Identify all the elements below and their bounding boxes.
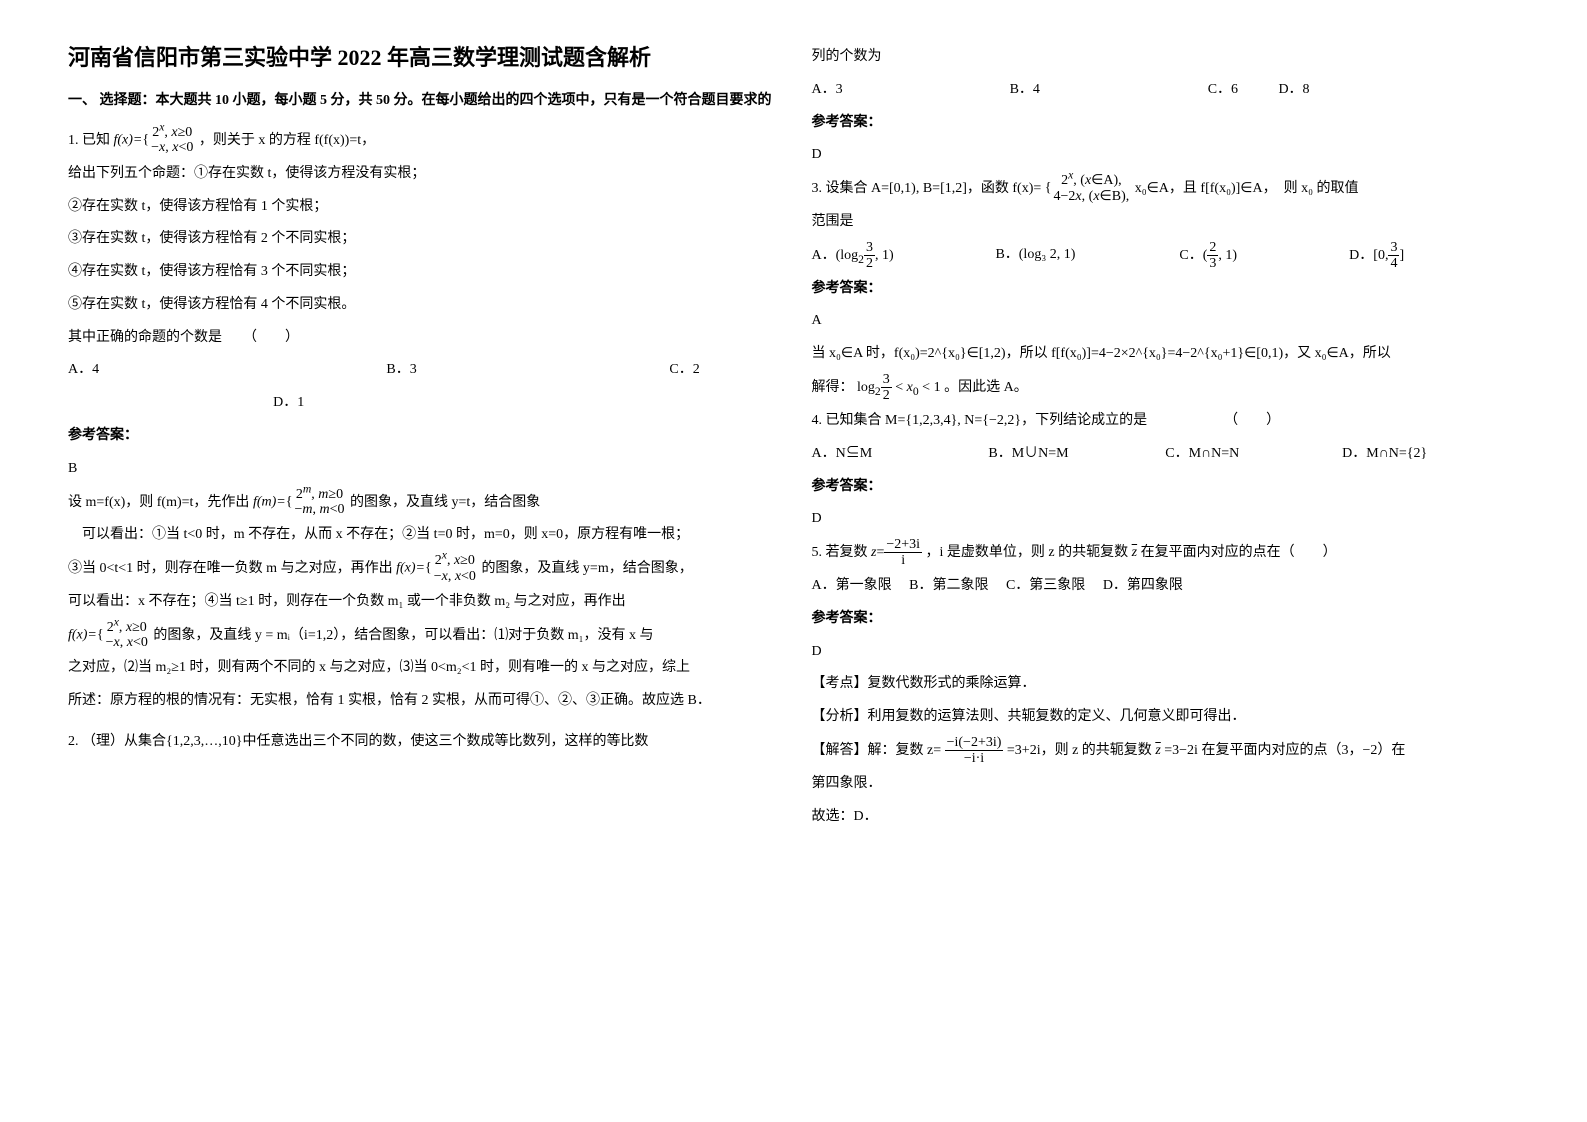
q1-stem-b: ，则关于 x 的方程 f(f(x))=t， (199, 133, 375, 148)
q5-ex5: 故选：D． (812, 802, 1520, 833)
q5-ex1: 【考点】复数代数形式的乘除运算． (812, 669, 1520, 700)
q3-opt-d: D．[0, 34] (1349, 240, 1519, 272)
q5-ex3a: 【解答】解：复数 z= (812, 743, 942, 758)
q3-optD-pre: D．[0, (1349, 241, 1388, 272)
q5-ans-head: 参考答案： (812, 604, 1520, 635)
q3-optD-post: ] (1399, 241, 1404, 272)
q4-stem: 4. 已知集合 M={1,2,3,4}, N={−2,2}，下列结论成立的是 （… (812, 406, 1520, 437)
q5-zbar-2: z (1155, 743, 1160, 758)
q4-options: A．N⊆M B．M∪N=M C．M∩N=N D．M∩N={2} (812, 439, 1520, 470)
q1-ans-head: 参考答案： (68, 421, 776, 452)
q5-stem-c: 在复平面内对应的点在（ ） (1141, 545, 1337, 560)
q3-opt-a: A．(log232, 1) (812, 240, 996, 272)
q5-ex2: 【分析】利用复数的运算法则、共轭复数的定义、几何意义即可得出． (812, 702, 1520, 733)
q2-opt-a: A．3 (812, 75, 1010, 106)
q3-opt-c: C．(23, 1) (1179, 240, 1349, 272)
q5-ans: D (812, 637, 1520, 668)
q5-opt-b: B．第二象限 (909, 578, 988, 593)
q1-ex2: 可以看出：①当 t<0 时，m 不存在，从而 x 不存在；②当 t=0 时，m=… (68, 520, 776, 551)
q3-opt-b: B．(log₃ 2, 1) (995, 240, 1179, 272)
q2-opt-d: D．8 (1278, 75, 1363, 106)
q1-stem-a: 1. 已知 (68, 133, 110, 148)
page-title: 河南省信阳市第三实验中学 2022 年高三数学理测试题含解析 (68, 40, 776, 75)
q3-ex1: 当 x₀∈A 时，f(x₀)=2^{x₀}∈[1,2)，所以 f[f(x₀)]=… (812, 339, 1520, 370)
q2-stem: 2. （理）从集合{1,2,3,…,10}中任意选出三个不同的数，使这三个数成等… (68, 727, 776, 758)
q1-ex1b: 的图象，及直线 y=t，结合图象 (350, 495, 540, 510)
q1-fx-piecewise-3: f(x)={2x, x≥0−x, x<0 (68, 620, 150, 651)
q3-optA-post: , 1) (875, 241, 894, 272)
q5-opt-a: A．第一象限 (812, 578, 892, 593)
q1-ex1: 设 m=f(x)，则 f(m)=t，先作出 f(m)={2m, m≥0−m, m… (68, 487, 776, 519)
q1-l6: 其中正确的命题的个数是 （ ） (68, 323, 776, 354)
q1-fx-piecewise-2: f(x)={2x, x≥0−x, x<0 (396, 553, 478, 584)
q1-ex5-row: f(x)={2x, x≥0−x, x<0 的图象，及直线 y = mᵢ（i=1,… (68, 620, 776, 652)
q3-ans: A (812, 306, 1520, 337)
q1-l3: ③存在实数 t，使得该方程恰有 2 个不同实根； (68, 224, 776, 255)
q1-ex3a: ③当 0<t<1 时，则存在唯一负数 m 与之对应，再作出 (68, 561, 393, 576)
q3-ans-head: 参考答案： (812, 274, 1520, 305)
q4-opt-d: D．M∩N={2} (1342, 439, 1519, 470)
q3-optA-pre: A．( (812, 241, 841, 272)
q1-opt-d: D．1 (68, 388, 776, 419)
q1-l1: 给出下列五个命题：①存在实数 t，使得该方程没有实根； (68, 159, 776, 190)
q1-ex3b: 的图象，及直线 y=m，结合图象， (481, 561, 692, 576)
section-1-head: 一、 选择题：本大题共 10 小题，每小题 5 分，共 50 分。在每小题给出的… (68, 89, 776, 113)
q1-options: A．4 B．3 C．2 (68, 355, 776, 386)
q5-ex3b: =3+2i，则 z 的共轭复数 (1007, 743, 1152, 758)
q1-opt-b: B．3 (386, 355, 669, 386)
q5-stem: 5. 若复数 z=−2+3ii ，i 是虚数单位，则 z 的共轭复数 z 在复平… (812, 537, 1520, 569)
q3-options: A．(log232, 1) B．(log₃ 2, 1) C．(23, 1) D．… (812, 240, 1520, 272)
q2-ans: D (812, 140, 1520, 171)
q3-optC-post: , 1) (1218, 241, 1237, 272)
q5-opt-c: C．第三象限 (1006, 578, 1085, 593)
q5-ex4: 第四象限． (812, 769, 1520, 800)
q5-stem-b: ，i 是虚数单位，则 z 的共轭复数 (926, 545, 1129, 560)
q3-stem-c: 范围是 (812, 207, 1520, 238)
q3-stem: 3. 设集合 A=[0,1), B=[1,2]，函数 f(x)= {2x, (x… (812, 173, 1520, 205)
q4-opt-c: C．M∩N=N (1165, 439, 1342, 470)
q1-ex1a: 设 m=f(x)，则 f(m)=t，先作出 (68, 495, 249, 510)
q4-ans-head: 参考答案： (812, 472, 1520, 503)
q1-ans: B (68, 454, 776, 485)
q3-stem-a: 3. 设集合 A=[0,1), B=[1,2]，函数 f(x)= (812, 181, 1042, 196)
q1-opt-c: C．2 (669, 355, 775, 386)
q1-l5: ⑤存在实数 t，使得该方程恰有 4 个不同实根。 (68, 290, 776, 321)
q5-opt-d: D．第四象限 (1103, 578, 1183, 593)
q5-options: A．第一象限 B．第二象限 C．第三象限 D．第四象限 (812, 571, 1520, 602)
q1-ex6: 之对应，⑵当 m₂≥1 时，则有两个不同的 x 与之对应，⑶当 0<m₂<1 时… (68, 653, 776, 684)
q5-zbar-1: z (1132, 545, 1137, 560)
q4-ans: D (812, 504, 1520, 535)
q5-ex3: 【解答】解：复数 z= −i(−2+3i)−i·i =3+2i，则 z 的共轭复… (812, 735, 1520, 767)
q2-opt-c: C．6 (1208, 75, 1279, 106)
right-column: 列的个数为 A．3 B．4 C．6 D．8 参考答案： D 3. 设集合 A=[… (794, 40, 1538, 1102)
q4-opt-a: A．N⊆M (812, 439, 989, 470)
q3-ex2b: 。因此选 A。 (944, 380, 1028, 395)
q4-opt-b: B．M∪N=M (988, 439, 1165, 470)
q1-ex3: ③当 0<t<1 时，则存在唯一负数 m 与之对应，再作出 f(x)={2x, … (68, 553, 776, 585)
q1-stem: 1. 已知 f(x)={2x, x≥0−x, x<0 ，则关于 x 的方程 f(… (68, 125, 776, 157)
q5-ex3c: =3−2i 在复平面内对应的点（3，−2）在 (1164, 743, 1405, 758)
q1-l4: ④存在实数 t，使得该方程恰有 3 个不同实根； (68, 257, 776, 288)
left-column: 河南省信阳市第三实验中学 2022 年高三数学理测试题含解析 一、 选择题：本大… (50, 40, 794, 1102)
q1-opt-a: A．4 (68, 355, 386, 386)
q1-func-piecewise: f(x)={2x, x≥0−x, x<0 (114, 125, 196, 156)
q2-opt-b: B．4 (1010, 75, 1208, 106)
q1-ex4: 可以看出：x 不存在；④当 t≥1 时，则存在一个负数 m₁ 或一个非负数 m₂… (68, 587, 776, 618)
q1-fm-piecewise: f(m)={2m, m≥0−m, m<0 (253, 487, 347, 518)
q1-ex7: 所述：原方程的根的情况有：无实根，恰有 1 实根，恰有 2 实根，从而可得①、②… (68, 686, 776, 717)
q2-ans-head: 参考答案： (812, 108, 1520, 139)
q2c-stem: 列的个数为 (812, 42, 1520, 73)
q3-ex2a: 解得： (812, 380, 854, 395)
q5-stem-a: 5. 若复数 (812, 545, 872, 560)
q3-stem-b: x₀∈A，且 f[f(x₀)]∈A， 则 x₀ 的取值 (1135, 181, 1359, 196)
q1-ex5: 的图象，及直线 y = mᵢ（i=1,2），结合图象，可以看出：⑴对于负数 m₁… (153, 628, 653, 643)
q3-optC-pre: C．( (1179, 241, 1207, 272)
q3-ex2: 解得： log232 < x0 < 1 。因此选 A。 (812, 372, 1520, 404)
q1-l2: ②存在实数 t，使得该方程恰有 1 个实根； (68, 192, 776, 223)
q2-options: A．3 B．4 C．6 D．8 (812, 75, 1520, 106)
q3-piecewise: {2x, (x∈A),4−2x, (x∈B), (1045, 173, 1131, 204)
